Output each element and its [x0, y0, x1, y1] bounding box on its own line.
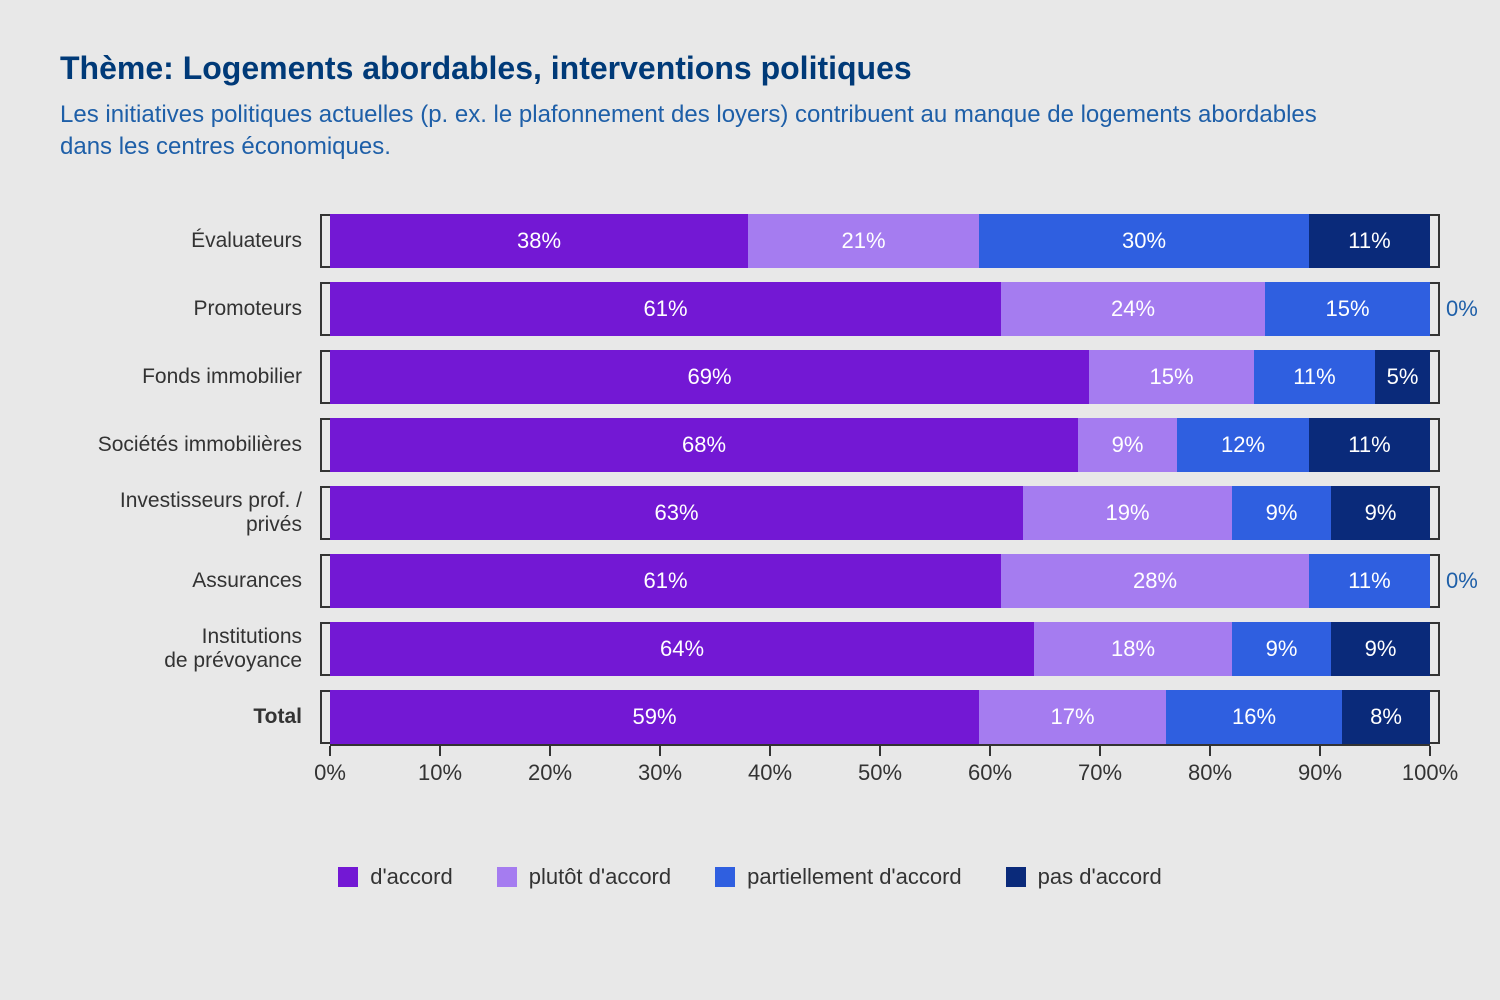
- bar-segment: 9%: [1232, 622, 1331, 676]
- bar-segment: 24%: [1001, 282, 1265, 336]
- legend-label: pas d'accord: [1038, 864, 1162, 890]
- stacked-bar: 69%15%11%5%: [330, 350, 1430, 404]
- row-label: Évaluateurs: [60, 229, 320, 253]
- bar-segment: 11%: [1309, 418, 1430, 472]
- legend-item: plutôt d'accord: [497, 864, 671, 890]
- axis-tick-label: 0%: [314, 760, 346, 786]
- bar-segment: 17%: [979, 690, 1166, 744]
- bar-segment: 9%: [1331, 622, 1430, 676]
- bar-segment: 61%: [330, 282, 1001, 336]
- axis-tick-label: 90%: [1298, 760, 1342, 786]
- legend-label: d'accord: [370, 864, 452, 890]
- row-label: Total: [60, 705, 320, 729]
- bar-row: Évaluateurs 38%21%30%11%: [60, 214, 1440, 268]
- bar-segment: 69%: [330, 350, 1089, 404]
- axis-tick-label: 10%: [418, 760, 462, 786]
- bar-segment: 21%: [748, 214, 979, 268]
- bar-segment: 15%: [1089, 350, 1254, 404]
- legend-swatch: [1006, 867, 1026, 887]
- bar-row: Assurances 61%28%11%0%: [60, 554, 1440, 608]
- legend-swatch: [715, 867, 735, 887]
- stacked-bar: 38%21%30%11%: [330, 214, 1430, 268]
- bar-segment: 5%: [1375, 350, 1430, 404]
- bar-segment: 61%: [330, 554, 1001, 608]
- legend-item: partiellement d'accord: [715, 864, 962, 890]
- axis-tick-label: 80%: [1188, 760, 1232, 786]
- axis-tick-label: 20%: [528, 760, 572, 786]
- stacked-bar: 64%18%9%9%: [330, 622, 1430, 676]
- bar-segment: 11%: [1254, 350, 1375, 404]
- legend-item: pas d'accord: [1006, 864, 1162, 890]
- bar-segment: 38%: [330, 214, 748, 268]
- bar-segment: 28%: [1001, 554, 1309, 608]
- bar-segment: 19%: [1023, 486, 1232, 540]
- row-label: Fonds immobilier: [60, 365, 320, 389]
- legend-label: partiellement d'accord: [747, 864, 962, 890]
- bar-segment: 12%: [1177, 418, 1309, 472]
- overflow-label: 0%: [1446, 568, 1478, 594]
- legend-item: d'accord: [338, 864, 452, 890]
- row-label: Investisseurs prof. /privés: [60, 489, 320, 537]
- bar-row: Sociétés immobilières 68%9%12%11%: [60, 418, 1440, 472]
- chart-legend: d'accord plutôt d'accord partiellement d'a…: [60, 864, 1440, 890]
- bar-segment: 68%: [330, 418, 1078, 472]
- chart-title: Thème: Logements abordables, interventio…: [60, 50, 1440, 87]
- bar-segment: 8%: [1342, 690, 1430, 744]
- axis-tick-label: 40%: [748, 760, 792, 786]
- axis-tick-label: 30%: [638, 760, 682, 786]
- bar-segment: 16%: [1166, 690, 1342, 744]
- legend-swatch: [338, 867, 358, 887]
- legend-swatch: [497, 867, 517, 887]
- row-label: Institutionsde prévoyance: [60, 625, 320, 673]
- legend-label: plutôt d'accord: [529, 864, 671, 890]
- bar-segment: 64%: [330, 622, 1034, 676]
- bar-segment: 18%: [1034, 622, 1232, 676]
- stacked-bar: 63%19%9%9%: [330, 486, 1430, 540]
- x-axis: 0%10%20%30%40%50%60%70%80%90%100%: [60, 744, 1440, 794]
- row-label: Assurances: [60, 569, 320, 593]
- overflow-label: 0%: [1446, 296, 1478, 322]
- axis-tick-label: 60%: [968, 760, 1012, 786]
- row-label: Promoteurs: [60, 297, 320, 321]
- stacked-bar: 61%28%11%0%: [330, 554, 1430, 608]
- stacked-bar: 68%9%12%11%: [330, 418, 1430, 472]
- bar-segment: 63%: [330, 486, 1023, 540]
- bar-segment: 9%: [1078, 418, 1177, 472]
- bar-segment: 9%: [1232, 486, 1331, 540]
- axis-tick-label: 100%: [1402, 760, 1458, 786]
- axis-tick-label: 50%: [858, 760, 902, 786]
- axis-tick-label: 70%: [1078, 760, 1122, 786]
- bar-segment: 9%: [1331, 486, 1430, 540]
- bar-row: Investisseurs prof. /privés63%19%9%9%: [60, 486, 1440, 540]
- row-label: Sociétés immobilières: [60, 433, 320, 457]
- bar-segment: 11%: [1309, 554, 1430, 608]
- bar-segment: 11%: [1309, 214, 1430, 268]
- bar-segment: 15%: [1265, 282, 1430, 336]
- bar-row: Total 59%17%16%8%: [60, 690, 1440, 744]
- bar-row: Promoteurs 61%24%15%0%: [60, 282, 1440, 336]
- stacked-bar: 59%17%16%8%: [330, 690, 1430, 744]
- chart-subtitle: Les initiatives politiques actuelles (p.…: [60, 99, 1340, 164]
- bar-row: Institutionsde prévoyance64%18%9%9%: [60, 622, 1440, 676]
- bar-segment: 30%: [979, 214, 1309, 268]
- stacked-bar: 61%24%15%0%: [330, 282, 1430, 336]
- stacked-bar-chart: Évaluateurs38%21%30%11%Promoteurs61%24%1…: [60, 214, 1440, 794]
- bar-row: Fonds immobilier 69%15%11%5%: [60, 350, 1440, 404]
- bar-segment: 59%: [330, 690, 979, 744]
